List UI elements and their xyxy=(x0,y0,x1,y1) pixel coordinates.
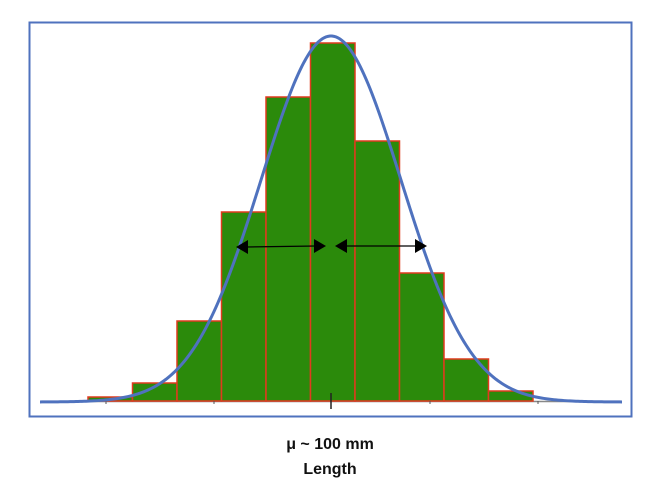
sigma-arrow-left xyxy=(236,239,326,254)
x-axis-ticks xyxy=(105,401,539,404)
mean-label: μ ~ 100 mm xyxy=(286,436,374,453)
normal-curve xyxy=(39,34,623,404)
histogram-bar xyxy=(265,96,312,402)
histogram-bar xyxy=(220,211,267,402)
sigma-arrow-right xyxy=(335,239,427,253)
histogram-bar xyxy=(398,272,445,402)
histogram-bar xyxy=(354,140,401,402)
chart-frame xyxy=(28,21,633,418)
histogram-bar xyxy=(309,42,356,402)
x-axis-label: Length xyxy=(303,461,357,478)
histogram-bar xyxy=(176,320,223,402)
